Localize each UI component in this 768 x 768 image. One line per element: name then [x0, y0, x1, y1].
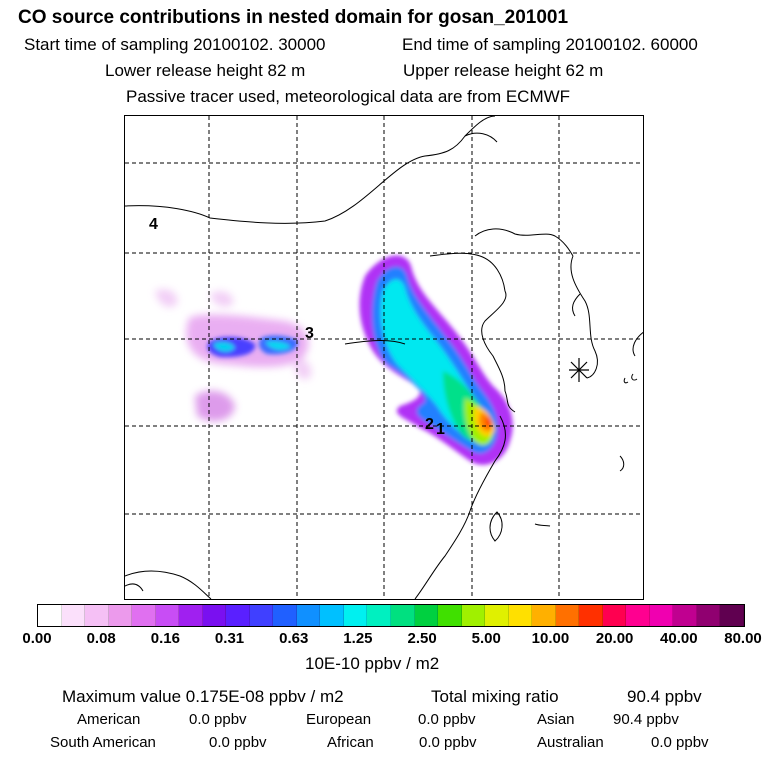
european-value: 0.0 ppbv — [418, 711, 476, 728]
plume-west-core — [207, 335, 298, 358]
colorbar — [37, 604, 745, 627]
american-value: 0.0 ppbv — [189, 711, 247, 728]
tracer-note: Passive tracer used, meteorological data… — [126, 87, 571, 106]
upper-release-height: Upper release height 62 m — [403, 61, 604, 80]
asian-label: Asian — [537, 711, 575, 728]
total-mixing-value: 90.4 ppbv — [627, 687, 702, 706]
maximum-value: Maximum value 0.175E-08 ppbv / m2 — [62, 687, 344, 706]
colorbar-unit: 10E-10 ppbv / m2 — [305, 654, 440, 673]
colorbar-swatch — [673, 605, 697, 626]
region-label-3: 3 — [305, 325, 314, 342]
colorbar-swatch — [132, 605, 156, 626]
south-american-label: South American — [50, 734, 156, 751]
colorbar-tick-label: 40.00 — [660, 630, 698, 647]
chart-title: CO source contributions in nested domain… — [18, 7, 569, 28]
region-label-4: 4 — [149, 216, 158, 233]
colorbar-swatch — [696, 605, 721, 626]
colorbar-swatch — [226, 605, 250, 626]
colorbar-tick-label: 80.00 — [724, 630, 762, 647]
australian-value: 0.0 ppbv — [651, 734, 709, 751]
map-grid — [125, 116, 643, 599]
colorbar-tick-label: 0.00 — [22, 630, 52, 647]
colorbar-tick-label: 1.25 — [343, 630, 373, 647]
european-label: European — [306, 711, 372, 728]
colorbar-swatch — [108, 605, 133, 626]
colorbar-tick-label: 10.00 — [531, 630, 570, 647]
colorbar-swatch — [249, 605, 274, 626]
start-time: Start time of sampling 20100102. 30000 — [24, 35, 326, 54]
receptor-marker-icon — [569, 358, 589, 382]
colorbar-swatch — [532, 605, 556, 626]
colorbar-swatch — [390, 605, 415, 626]
total-mixing-label: Total mixing ratio — [431, 687, 559, 706]
colorbar-swatch — [461, 605, 486, 626]
colorbar-swatch — [202, 605, 227, 626]
colorbar-swatch — [296, 605, 321, 626]
colorbar-swatch — [602, 605, 627, 626]
colorbar-swatch — [720, 605, 744, 626]
colorbar-swatch — [579, 605, 603, 626]
lower-release-height: Lower release height 82 m — [105, 61, 306, 80]
colorbar-tick-label: 0.63 — [279, 630, 309, 647]
region-label-2: 2 — [425, 416, 434, 433]
colorbar-tick-label: 0.31 — [214, 630, 245, 647]
australian-label: Australian — [537, 734, 604, 751]
region-label-1: 1 — [436, 421, 445, 438]
colorbar-tick-label: 20.00 — [595, 630, 634, 647]
colorbar-tick-label: 0.08 — [86, 630, 116, 647]
colorbar-swatch — [179, 605, 203, 626]
colorbar-swatch — [555, 605, 580, 626]
colorbar-swatch — [485, 605, 509, 626]
map-coastlines — [125, 116, 643, 599]
colorbar-swatch — [85, 605, 109, 626]
colorbar-swatch — [155, 605, 180, 626]
map-svg: 4 3 2 1 — [125, 116, 643, 599]
colorbar-swatch — [320, 605, 344, 626]
colorbar-swatch — [626, 605, 650, 626]
asian-value: 90.4 ppbv — [613, 711, 679, 728]
colorbar-tick-label: 0.16 — [150, 630, 180, 647]
african-label: African — [327, 734, 374, 751]
colorbar-swatch — [38, 605, 62, 626]
colorbar-swatch — [343, 605, 368, 626]
colorbar-swatch — [61, 605, 86, 626]
south-american-value: 0.0 ppbv — [209, 734, 267, 751]
colorbar-swatch — [438, 605, 462, 626]
african-value: 0.0 ppbv — [419, 734, 477, 751]
american-label: American — [77, 711, 141, 728]
colorbar-swatch — [273, 605, 297, 626]
plume-main — [359, 255, 513, 465]
colorbar-tick-label: 2.50 — [407, 630, 437, 647]
end-time: End time of sampling 20100102. 60000 — [402, 35, 698, 54]
colorbar-swatch — [508, 605, 533, 626]
colorbar-swatch — [367, 605, 391, 626]
colorbar-swatch — [649, 605, 674, 626]
colorbar-tick-label: 5.00 — [471, 630, 501, 647]
colorbar-swatch — [414, 605, 439, 626]
map-panel: 4 3 2 1 — [124, 115, 644, 600]
